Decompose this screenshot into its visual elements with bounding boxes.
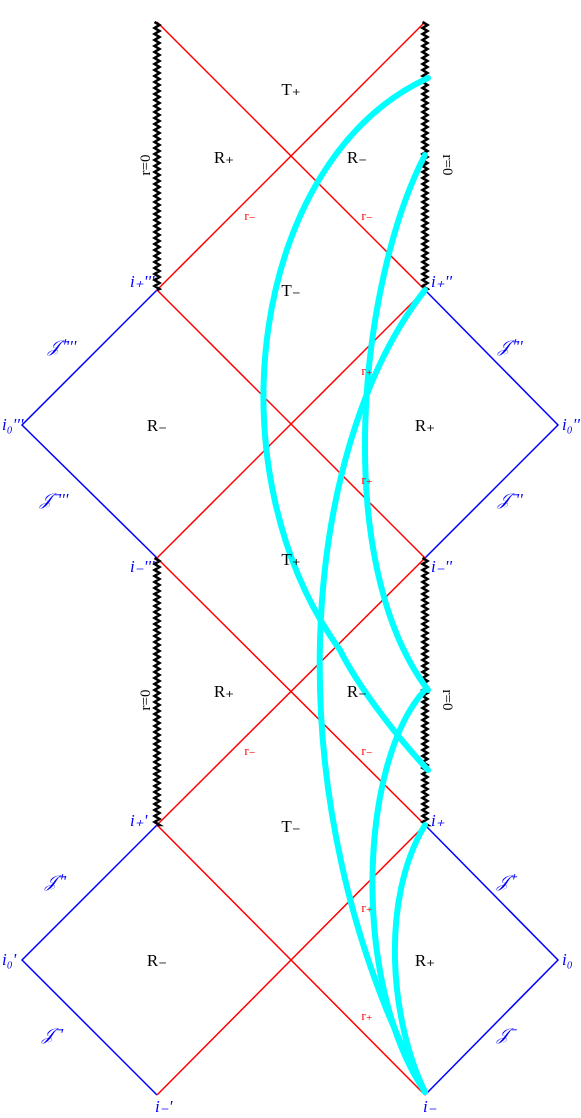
horizon-label: r₋ bbox=[361, 743, 372, 758]
trajectory-curve bbox=[362, 152, 431, 693]
region-label: R₋ bbox=[347, 682, 367, 701]
horizon-label: r₋ bbox=[361, 208, 372, 223]
horizon-line bbox=[156, 557, 426, 826]
horizon-label: r₋ bbox=[244, 743, 255, 758]
trajectory-curve bbox=[391, 822, 428, 1095]
horizon-line bbox=[156, 824, 426, 1096]
scri-label: 𝒥⁺'' bbox=[497, 337, 523, 356]
region-label: T₊ bbox=[281, 80, 300, 99]
singularities bbox=[152, 20, 433, 827]
infinity-point-label: i₋ bbox=[423, 1097, 437, 1116]
infinity-point-label: i₊ bbox=[431, 811, 445, 830]
horizon-label: r₋ bbox=[244, 208, 255, 223]
infinity-point-label: i₀'' bbox=[562, 415, 580, 434]
scri-label: 𝒥⁺''' bbox=[47, 337, 77, 356]
infinity-point-label: i₋''' bbox=[130, 557, 155, 576]
scri-lower-right bbox=[424, 824, 560, 1096]
scri-boundaries bbox=[20, 289, 560, 1096]
infinity-point-label: i₋'' bbox=[431, 557, 452, 576]
horizon-label: r₊ bbox=[361, 900, 372, 915]
singularity-label: r=0 bbox=[439, 690, 455, 711]
scri-upper-right bbox=[424, 289, 560, 559]
region-label: T₋ bbox=[281, 817, 300, 836]
infinity-point-label: i₀''' bbox=[2, 415, 24, 434]
region-label: R₋ bbox=[147, 951, 167, 970]
region-label: R₊ bbox=[415, 416, 435, 435]
horizon-label: r₊ bbox=[361, 363, 372, 378]
region-label: T₊ bbox=[281, 550, 300, 569]
singularity-label: r=0 bbox=[439, 155, 455, 176]
infinity-point-label: i₋' bbox=[155, 1097, 173, 1116]
singularity-upper-left bbox=[152, 20, 163, 292]
singularity-lower-left bbox=[152, 556, 165, 827]
scri-label: 𝒥⁻'' bbox=[497, 490, 523, 509]
horizon-line bbox=[156, 21, 426, 291]
scri-label: 𝒥⁻''' bbox=[39, 490, 69, 509]
region-label: R₊ bbox=[214, 682, 234, 701]
region-label: R₊ bbox=[415, 951, 435, 970]
singularity-label: r=0 bbox=[138, 690, 154, 711]
trajectory-curve bbox=[260, 75, 431, 773]
trajectory-curve bbox=[369, 687, 428, 1095]
region-label: T₋ bbox=[281, 281, 300, 300]
infinity-point-label: i₊'' bbox=[431, 272, 452, 291]
region-label: R₊ bbox=[214, 148, 234, 167]
infinity-point-label: i₀ bbox=[562, 950, 573, 969]
scri-lower-left bbox=[20, 824, 158, 1096]
region-label: R₋ bbox=[147, 416, 167, 435]
horizon-label: r₊ bbox=[361, 1008, 372, 1023]
infinity-point-label: i₊' bbox=[130, 811, 148, 830]
infinity-point-label: i₀' bbox=[2, 950, 17, 969]
singularity-upper-right bbox=[420, 20, 431, 292]
singularity-label: r=0 bbox=[138, 155, 154, 176]
scri-upper-left bbox=[20, 289, 158, 559]
trajectories bbox=[260, 75, 431, 1095]
singularity-lower-right bbox=[420, 556, 433, 827]
scri-label: 𝒥⁺ bbox=[496, 872, 518, 891]
scri-label: 𝒥⁻' bbox=[41, 1025, 64, 1044]
scri-label: 𝒥⁺' bbox=[44, 872, 67, 891]
scri-label: 𝒥⁻ bbox=[496, 1025, 518, 1044]
trajectory-curve bbox=[316, 287, 428, 1095]
horizon-lines bbox=[156, 21, 426, 1096]
region-label: R₋ bbox=[347, 148, 367, 167]
horizon-line bbox=[156, 289, 426, 559]
horizon-label: r₊ bbox=[361, 472, 372, 487]
infinity-point-label: i₊''' bbox=[130, 272, 155, 291]
